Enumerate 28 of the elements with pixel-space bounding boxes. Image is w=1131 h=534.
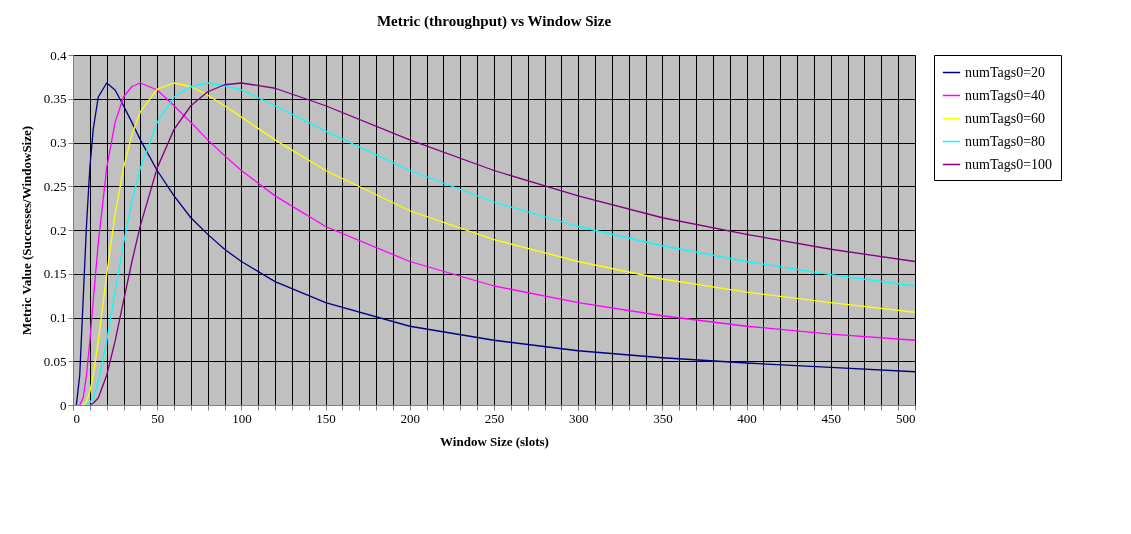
legend-label: numTags0=40: [965, 87, 1046, 103]
y-tick-label: 0.35: [43, 91, 67, 107]
x-axis-title: Window Size (slots): [440, 433, 549, 449]
x-tick-label: 150: [316, 410, 336, 426]
x-tick-label: 0: [73, 410, 80, 426]
y-axis-title: Metric Value (Successes/WindowSize): [18, 125, 34, 336]
chart-title: Metric (throughput) vs Window Size: [376, 13, 612, 30]
y-tick-label: 0.1: [50, 310, 67, 325]
y-tick-label: 0: [60, 397, 67, 413]
x-tick-label: 500: [896, 410, 916, 426]
x-tick-label: 250: [484, 410, 505, 426]
legend-label: numTags0=80: [965, 133, 1046, 149]
y-tick-label: 0.05: [43, 353, 67, 369]
legend-label: numTags0=100: [965, 156, 1053, 172]
x-tick-label: 300: [568, 410, 589, 426]
legend-label: numTags0=60: [965, 110, 1046, 126]
y-tick-label: 0.25: [43, 178, 67, 194]
y-tick-label: 0.15: [43, 266, 67, 282]
x-tick-label: 50: [151, 410, 165, 426]
y-tick-label: 0.3: [50, 135, 67, 150]
x-tick-label: 450: [821, 410, 842, 426]
legend-label: numTags0=20: [965, 64, 1046, 80]
x-tick-label: 200: [400, 410, 421, 426]
y-tick-label: 0.4: [50, 47, 67, 63]
x-tick-label: 400: [737, 410, 757, 426]
x-tick-label: 100: [232, 410, 252, 426]
x-tick-label: 350: [653, 410, 673, 426]
y-tick-label: 0.2: [50, 222, 67, 238]
